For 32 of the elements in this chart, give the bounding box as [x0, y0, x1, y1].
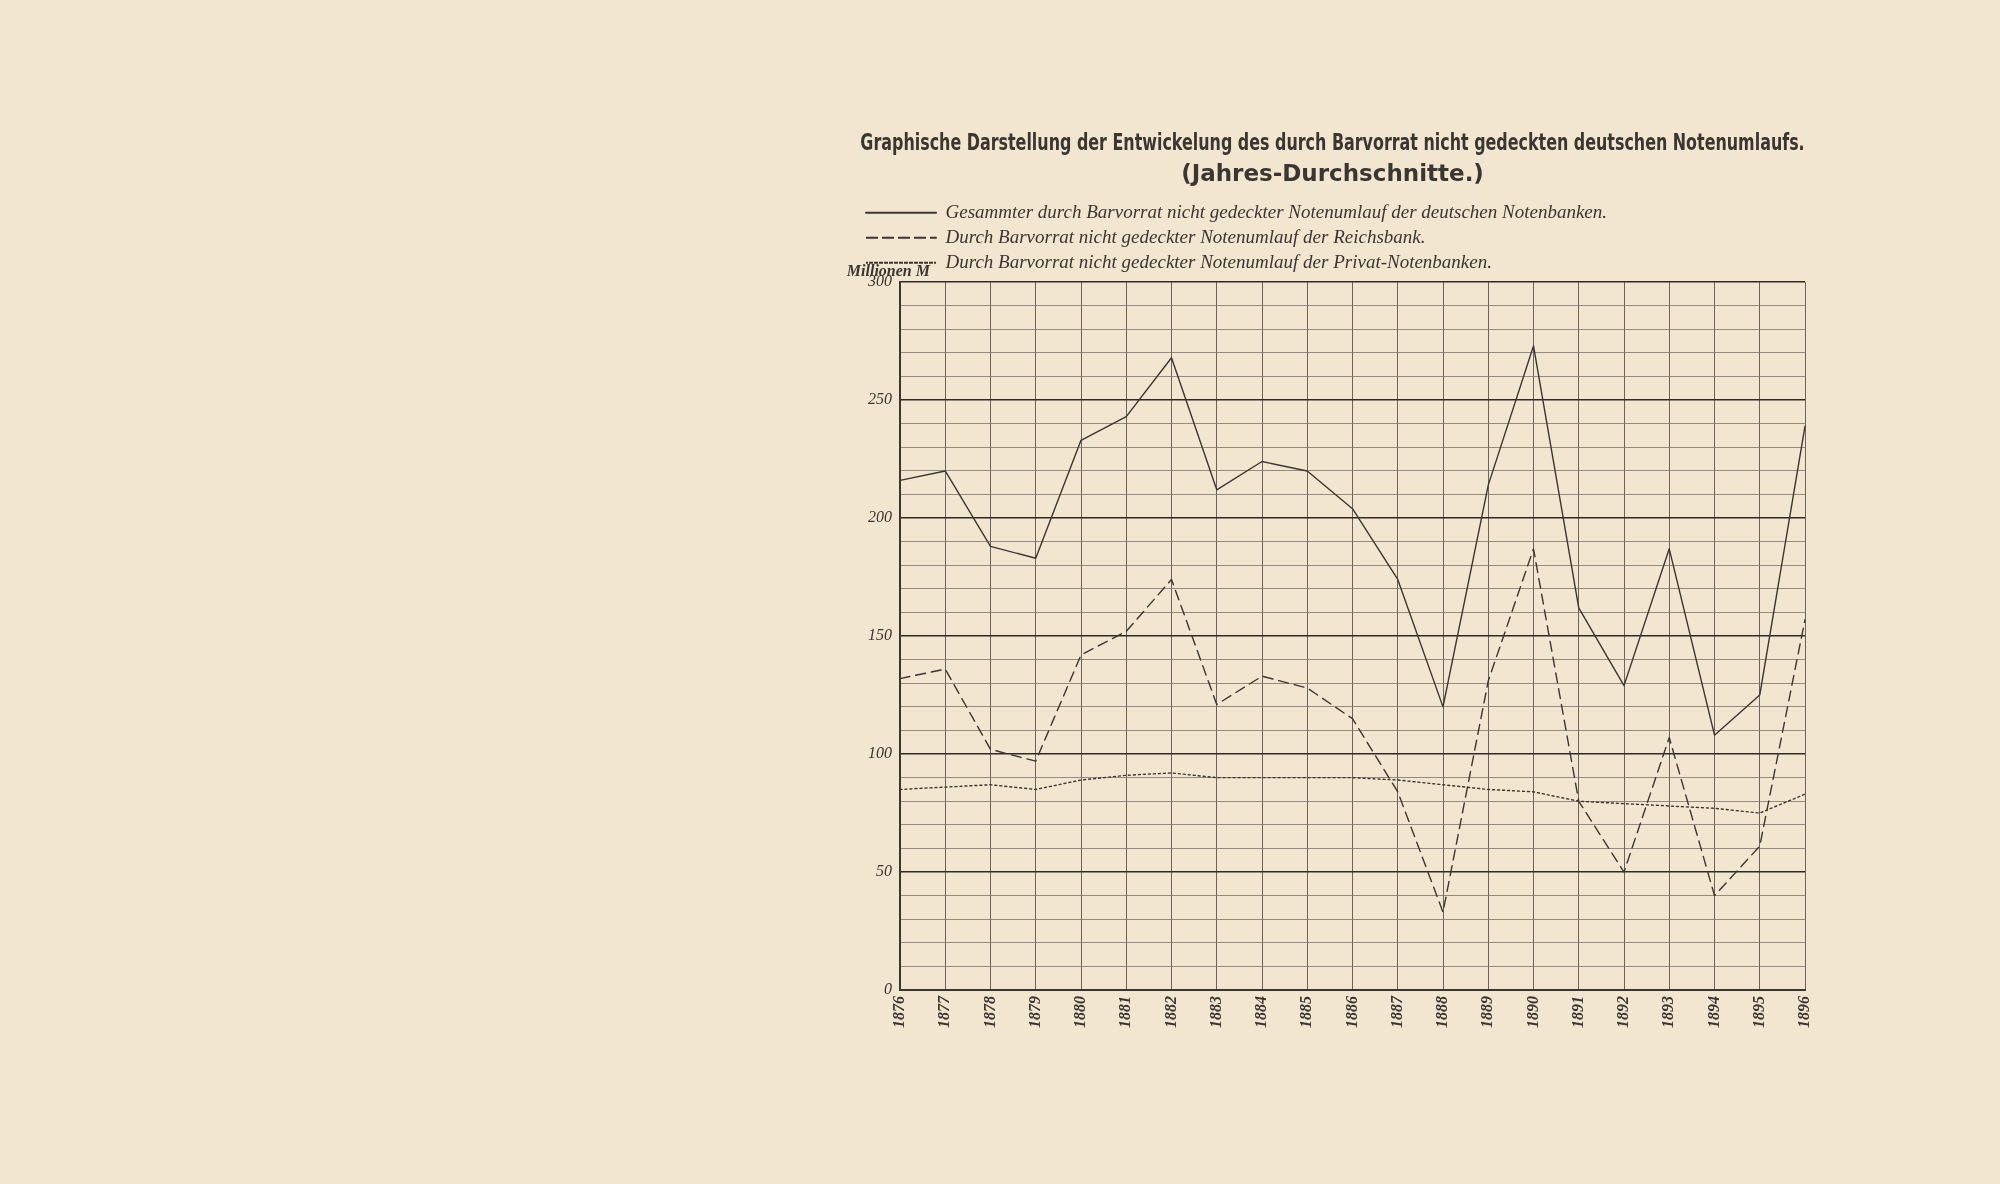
x-tick-label: 1877 — [935, 995, 953, 1028]
x-tick-label: 1895 — [1749, 996, 1767, 1028]
y-tick-label: 100 — [868, 744, 892, 762]
x-tick-label: 1883 — [1206, 996, 1224, 1028]
x-tick-label: 1893 — [1659, 996, 1677, 1028]
x-tick-label: 1896 — [1795, 996, 1813, 1028]
x-tick-label: 1888 — [1433, 996, 1451, 1028]
x-tick-label: 1892 — [1614, 996, 1632, 1028]
y-tick-label: 150 — [868, 626, 892, 644]
x-tick-label: 1890 — [1523, 996, 1541, 1028]
y-tick-label: 0 — [884, 980, 892, 998]
x-tick-label: 1889 — [1478, 996, 1496, 1028]
x-tick-label: 1887 — [1387, 995, 1405, 1028]
x-tick-label: 1880 — [1071, 996, 1089, 1028]
x-tick-label: 1881 — [1116, 996, 1134, 1028]
x-tick-label: 1885 — [1297, 996, 1315, 1028]
x-tick-label: 1884 — [1252, 996, 1270, 1028]
legend-label: Durch Barvorrat nicht gedeckter Notenumlauf der Reichsbank. — [944, 225, 1426, 247]
x-tick-label: 1876 — [890, 996, 908, 1028]
legend-label: Durch Barvorrat nicht gedeckter Notenumlauf der Privat-Notenbanken. — [944, 250, 1492, 272]
chart-title: Graphische Darstellung der Entwickelung des durch Barvorrat nicht gedeckten deutschen Notenumlaufs. — [860, 128, 1805, 156]
legend-label: Gesammter durch Barvorrat nicht gedeckter Notenumlauf der deutschen Notenbanken. — [945, 200, 1608, 222]
x-tick-label: 1879 — [1025, 996, 1043, 1028]
x-tick-label: 1894 — [1704, 996, 1722, 1028]
chart-subtitle: (Jahres-Durchschnitte.) — [1181, 160, 1484, 187]
y-tick-label: 50 — [876, 862, 892, 880]
x-tick-label: 1882 — [1161, 996, 1179, 1028]
x-tick-label: 1878 — [980, 996, 998, 1028]
x-tick-label: 1886 — [1342, 996, 1360, 1028]
x-tick-label: 1891 — [1568, 996, 1586, 1028]
y-tick-label: 200 — [868, 508, 892, 526]
y-tick-label: 250 — [868, 390, 892, 408]
